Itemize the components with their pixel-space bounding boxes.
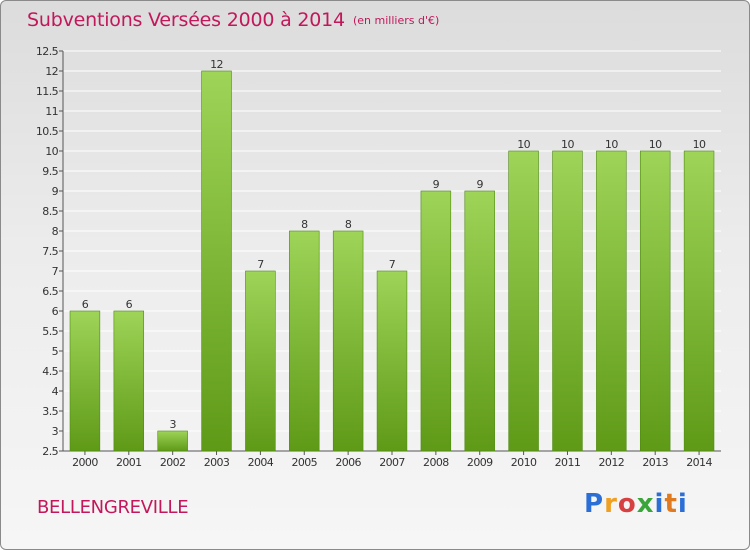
x-tick-label: 2008: [423, 456, 449, 469]
data-label: 9: [433, 178, 440, 191]
x-tick-label: 2012: [599, 456, 625, 469]
y-tick-label: 3.5: [42, 405, 58, 418]
x-tick-label: 2001: [116, 456, 142, 469]
bar: [332, 230, 364, 452]
x-tick-label: 2009: [467, 456, 493, 469]
y-tick-label: 3: [52, 425, 59, 438]
y-tick-label: 5: [52, 345, 59, 358]
bar: [683, 150, 715, 452]
y-tick-label: 6.5: [42, 285, 58, 298]
y-tick-label: 8: [52, 225, 59, 238]
data-label: 3: [169, 418, 176, 431]
data-label: 12: [210, 58, 223, 71]
x-tick-label: 2010: [511, 456, 537, 469]
labels: 2.5 3 3.5 4 4.5 5 5.5 6 6.5 7 7.5 8 8.5 9 9.5 10 10.5 11 1…: [36, 45, 713, 469]
x-tick-label: 2011: [555, 456, 581, 469]
x-tick-label: 2013: [642, 456, 668, 469]
y-tick-label: 2.5: [42, 445, 58, 458]
data-label: 8: [345, 218, 352, 231]
data-label: 10: [693, 138, 706, 151]
y-tick-label: 4: [52, 385, 59, 398]
x-tick-label: 2000: [72, 456, 98, 469]
data-label: 10: [649, 138, 662, 151]
unit-note: (en milliers d'€): [353, 14, 440, 27]
bar: [113, 310, 145, 452]
bar: [289, 230, 320, 452]
x-tick-label: 2007: [379, 456, 405, 469]
x-tick-label: 2005: [291, 456, 317, 469]
bar: [69, 310, 101, 452]
y-tick-label: 12: [45, 65, 58, 78]
bar: [201, 70, 232, 452]
proxiti-logo: Proxiti: [584, 489, 688, 519]
bar: [508, 150, 539, 452]
y-tick-label: 9: [52, 185, 59, 198]
bar: [420, 190, 452, 452]
y-tick-label: 11: [45, 105, 58, 118]
commune-name: BELLENGREVILLE: [37, 497, 189, 518]
chart-title: Subventions Versées 2000 à 2014: [27, 9, 345, 31]
bar: [376, 270, 408, 452]
bars: [69, 70, 715, 452]
y-tick-label: 11.5: [36, 85, 59, 98]
bar: [157, 430, 188, 452]
x-tick-label: 2004: [248, 456, 274, 469]
y-tick-label: 12.5: [36, 45, 59, 58]
bar: [464, 190, 495, 452]
data-label: 9: [477, 178, 484, 191]
bar: [245, 270, 276, 452]
data-label: 10: [605, 138, 618, 151]
x-tick-label: 2002: [160, 456, 186, 469]
x-tick-label: 2003: [204, 456, 230, 469]
data-label: 10: [561, 138, 574, 151]
data-label: 6: [82, 298, 89, 311]
y-tick-label: 8.5: [42, 205, 58, 218]
bar: [639, 150, 671, 452]
data-label: 10: [517, 138, 530, 151]
data-label: 7: [257, 258, 264, 271]
y-tick-label: 10: [45, 145, 58, 158]
bar: [552, 150, 583, 452]
y-tick-label: 9.5: [42, 165, 58, 178]
y-tick-label: 5.5: [42, 325, 58, 338]
y-tick-label: 4.5: [42, 365, 58, 378]
x-tick-label: 2014: [686, 456, 712, 469]
data-label: 6: [126, 298, 133, 311]
x-tick-label: 2006: [335, 456, 361, 469]
y-tick-label: 6: [52, 305, 59, 318]
y-tick-label: 7.5: [42, 245, 58, 258]
data-label: 7: [389, 258, 396, 271]
y-tick-label: 10.5: [36, 125, 59, 138]
data-label: 8: [301, 218, 308, 231]
bar: [596, 150, 627, 452]
y-tick-label: 7: [52, 265, 59, 278]
